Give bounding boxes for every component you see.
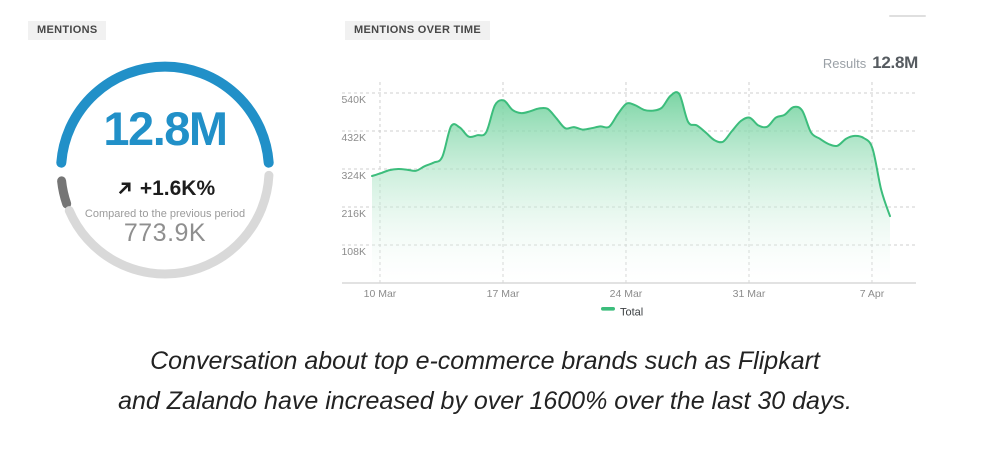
y-tick-label: 108K [341, 246, 366, 258]
caption-line-2: and Zalando have increased by over 1600%… [118, 387, 852, 415]
legend-label: Total [620, 307, 643, 319]
total-area-fill [372, 92, 890, 283]
caption-line-1: Conversation about top e-commerce brands… [150, 347, 820, 375]
results-summary: Results 12.8M [823, 53, 918, 73]
x-tick-label: 10 Mar [364, 288, 397, 300]
previous-period-value: 773.9K [123, 219, 207, 247]
x-tick-label: 7 Apr [860, 288, 885, 300]
trend-up-arrow-icon [118, 182, 131, 195]
mentions-total-value: 12.8M [103, 102, 228, 155]
x-tick-label: 24 Mar [610, 288, 643, 300]
legend-item-total[interactable]: Total [601, 307, 643, 319]
gauge-arc-dark-segment [57, 176, 72, 209]
cropped-divider-line [889, 15, 926, 17]
y-tick-label: 216K [341, 208, 366, 220]
x-tick-label: 31 Mar [733, 288, 766, 300]
mentions-trend: +1.6K% [115, 178, 215, 199]
results-label: Results [822, 56, 867, 71]
y-tick-label: 432K [341, 132, 366, 144]
x-tick-label: 17 Mar [487, 288, 520, 300]
y-tick-label: 540K [341, 94, 366, 106]
caption: Conversation about top e-commerce brands… [0, 341, 976, 421]
mentions-card-title: MENTIONS [28, 21, 107, 40]
mentions-over-time-chart: 540K 432K 324K 216K 108K 10 Mar 17 Mar 24 Mar 31… [341, 82, 916, 319]
total-series-line [371, 91, 891, 218]
legend-swatch [601, 307, 615, 311]
mentions-change-value: +1.6K% [139, 177, 216, 200]
gauge-arc-progress [56, 61, 274, 168]
y-tick-label: 324K [341, 170, 366, 182]
timeline-card-title: MENTIONS OVER TIME [345, 21, 491, 40]
mentions-gauge [56, 61, 274, 279]
gauge-arc-track [64, 170, 274, 279]
results-value: 12.8M [872, 53, 918, 72]
mentions-gauge-content: 12.8M +1.6K% Compared to the previous pe… [50, 55, 280, 285]
comparison-label: Compared to the previous period [84, 208, 246, 220]
